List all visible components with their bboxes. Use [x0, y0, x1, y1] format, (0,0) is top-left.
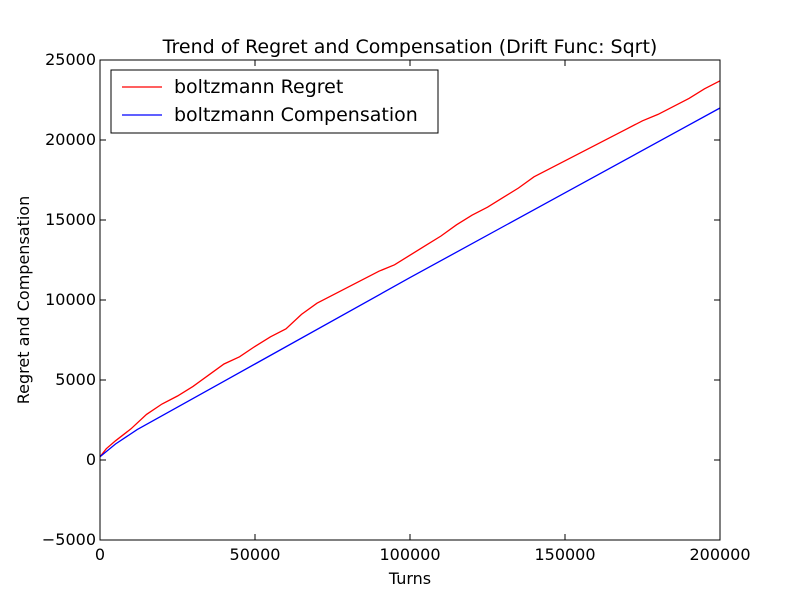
- x-tick-label: 100000: [379, 545, 440, 564]
- legend: boltzmann Regret boltzmann Compensation: [110, 69, 439, 134]
- legend-box: [110, 69, 439, 134]
- x-axis: 0 50000 100000 150000 200000: [95, 60, 751, 564]
- y-tick-label: 25000: [45, 50, 96, 69]
- legend-label: boltzmann Compensation: [174, 104, 418, 126]
- y-axis-label: Regret and Compensation: [14, 196, 33, 405]
- x-tick-label: 150000: [534, 545, 595, 564]
- y-tick-label: −5000: [42, 530, 96, 549]
- x-tick-label: 0: [95, 545, 105, 564]
- series-line-1: [99, 107, 721, 458]
- y-tick-label: 0: [86, 450, 96, 469]
- y-tick-label: 5000: [55, 370, 96, 389]
- x-tick-label: 200000: [689, 545, 750, 564]
- chart-title: Trend of Regret and Compensation (Drift …: [162, 36, 658, 58]
- y-tick-label: 10000: [45, 290, 96, 309]
- legend-label: boltzmann Regret: [174, 76, 343, 98]
- x-tick-label: 50000: [230, 545, 281, 564]
- plot-layer: [99, 80, 721, 458]
- y-tick-label: 20000: [45, 130, 96, 149]
- y-axis: −5000 0 5000 10000 15000 20000 25000: [42, 50, 720, 549]
- y-tick-label: 15000: [45, 210, 96, 229]
- x-axis-label: Turns: [388, 569, 431, 588]
- series-line-0: [99, 80, 721, 458]
